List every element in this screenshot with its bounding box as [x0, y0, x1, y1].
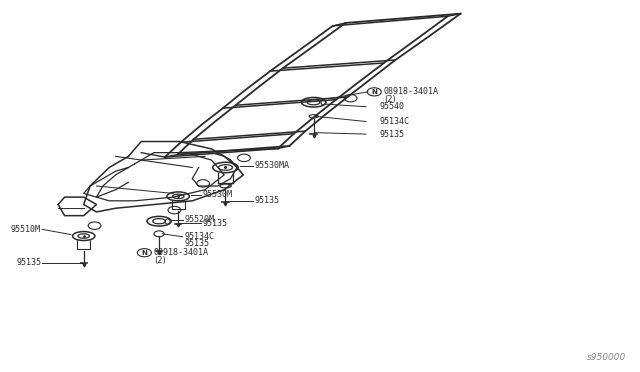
Text: (2): (2)	[384, 95, 396, 104]
Text: 95540: 95540	[380, 102, 404, 111]
Text: 95135: 95135	[184, 239, 210, 248]
Text: 95520M: 95520M	[184, 215, 214, 224]
Text: N: N	[371, 89, 377, 95]
Text: 95530M: 95530M	[202, 190, 232, 199]
Text: N: N	[141, 250, 147, 256]
Text: 95134C: 95134C	[184, 232, 214, 241]
Text: 95134C: 95134C	[380, 117, 410, 126]
Text: 95530MA: 95530MA	[255, 161, 290, 170]
Text: 95510M: 95510M	[10, 225, 40, 234]
Text: s950000: s950000	[588, 353, 627, 362]
Text: 95135: 95135	[202, 219, 227, 228]
Text: 95135: 95135	[380, 129, 404, 139]
Text: 08918-3401A: 08918-3401A	[384, 87, 439, 96]
Text: 95135: 95135	[255, 196, 280, 205]
Text: (2): (2)	[154, 256, 166, 264]
Text: 95135: 95135	[17, 258, 42, 267]
Text: 08918-3401A: 08918-3401A	[154, 248, 209, 257]
